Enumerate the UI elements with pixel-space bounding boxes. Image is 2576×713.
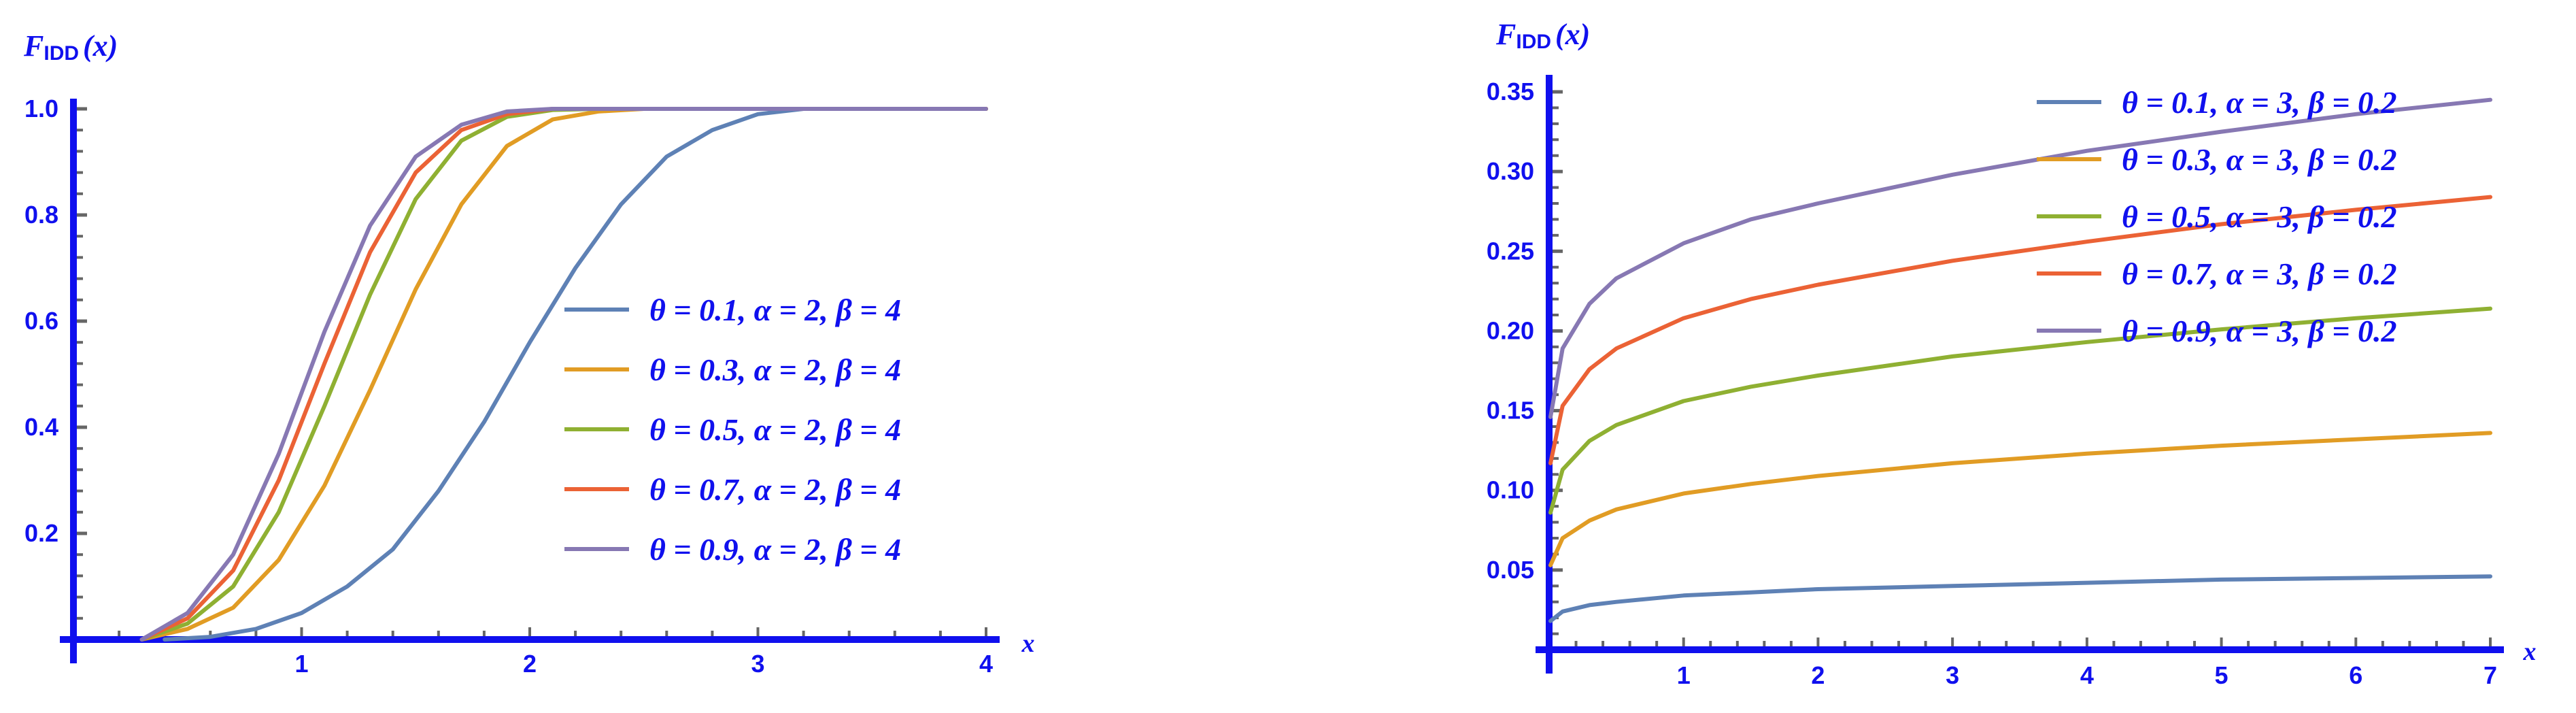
x-tick-label: 3 — [1946, 661, 1959, 689]
y-tick-label: 0.25 — [1487, 237, 1534, 265]
y-tick-label: 0.05 — [1487, 556, 1534, 584]
x-tick-label: 2 — [1811, 661, 1825, 689]
series-line-5 — [1548, 97, 2492, 419]
series-line-3 — [1548, 306, 2492, 515]
series-line-4 — [1548, 195, 2492, 465]
series-line-1 — [1548, 574, 2492, 623]
x-tick-label: 5 — [2215, 661, 2228, 689]
series-line-2 — [1548, 431, 2492, 567]
legend-label-4: θ = 0.7, α = 3, β = 0.2 — [2122, 256, 2397, 291]
chart-panel-2: 1 2 3 4 5 6 7 0.05 0.10 0.15 0.20 0.25 0.30 0.35 FIDD(… — [1487, 18, 2537, 689]
legend-label-4: θ = 0.7, α = 2, β = 4 — [649, 472, 901, 507]
legend-label-5: θ = 0.9, α = 2, β = 4 — [649, 532, 901, 567]
y-tick-label: 0.15 — [1487, 397, 1534, 425]
x-tick-label: 6 — [2349, 661, 2362, 689]
series-line-5 — [139, 107, 988, 642]
legend-label-1: θ = 0.1, α = 3, β = 0.2 — [2122, 85, 2397, 120]
legend-label-3: θ = 0.5, α = 2, β = 4 — [649, 412, 901, 447]
y-tick-label: 0.8 — [24, 201, 58, 229]
y-tick-label: 0.6 — [24, 307, 58, 335]
x-tick-label: 1 — [1677, 661, 1691, 689]
y-tick-label: 1.0 — [24, 95, 58, 122]
legend-label-2: θ = 0.3, α = 3, β = 0.2 — [2122, 142, 2397, 177]
x-tick-label: 4 — [979, 650, 993, 678]
x-axis-title: x — [1021, 629, 1035, 658]
y-tick-label: 0.10 — [1487, 476, 1534, 504]
y-axis-title: FIDD (x) — [1495, 18, 1590, 53]
y-tick-label: 0.30 — [1487, 157, 1534, 185]
legend-label-1: θ = 0.1, α = 2, β = 4 — [649, 293, 901, 327]
y-tick-label: 0.2 — [24, 519, 58, 547]
legend-label-3: θ = 0.5, α = 3, β = 0.2 — [2122, 199, 2397, 234]
x-tick-label: 1 — [294, 650, 308, 678]
x-tick-label: 2 — [523, 650, 537, 678]
x-axis-title: x — [2523, 637, 2537, 666]
y-tick-label: 0.20 — [1487, 316, 1534, 344]
x-tick-label: 4 — [2080, 661, 2094, 689]
legend-label-5: θ = 0.9, α = 3, β = 0.2 — [2122, 314, 2397, 348]
y-tick-label: 0.35 — [1487, 78, 1534, 105]
y-tick-label: 0.4 — [24, 413, 58, 441]
y-axis-title: FIDD (x) — [23, 29, 118, 65]
x-tick-label: 3 — [751, 650, 764, 678]
x-tick-label: 7 — [2484, 661, 2497, 689]
legend-label-2: θ = 0.3, α = 2, β = 4 — [649, 352, 901, 387]
chart-panel-1: 1 2 3 4 0.2 0.4 0.6 0.8 1.0 FIDD (x) x θ = 0.1, α = … — [23, 29, 1035, 678]
